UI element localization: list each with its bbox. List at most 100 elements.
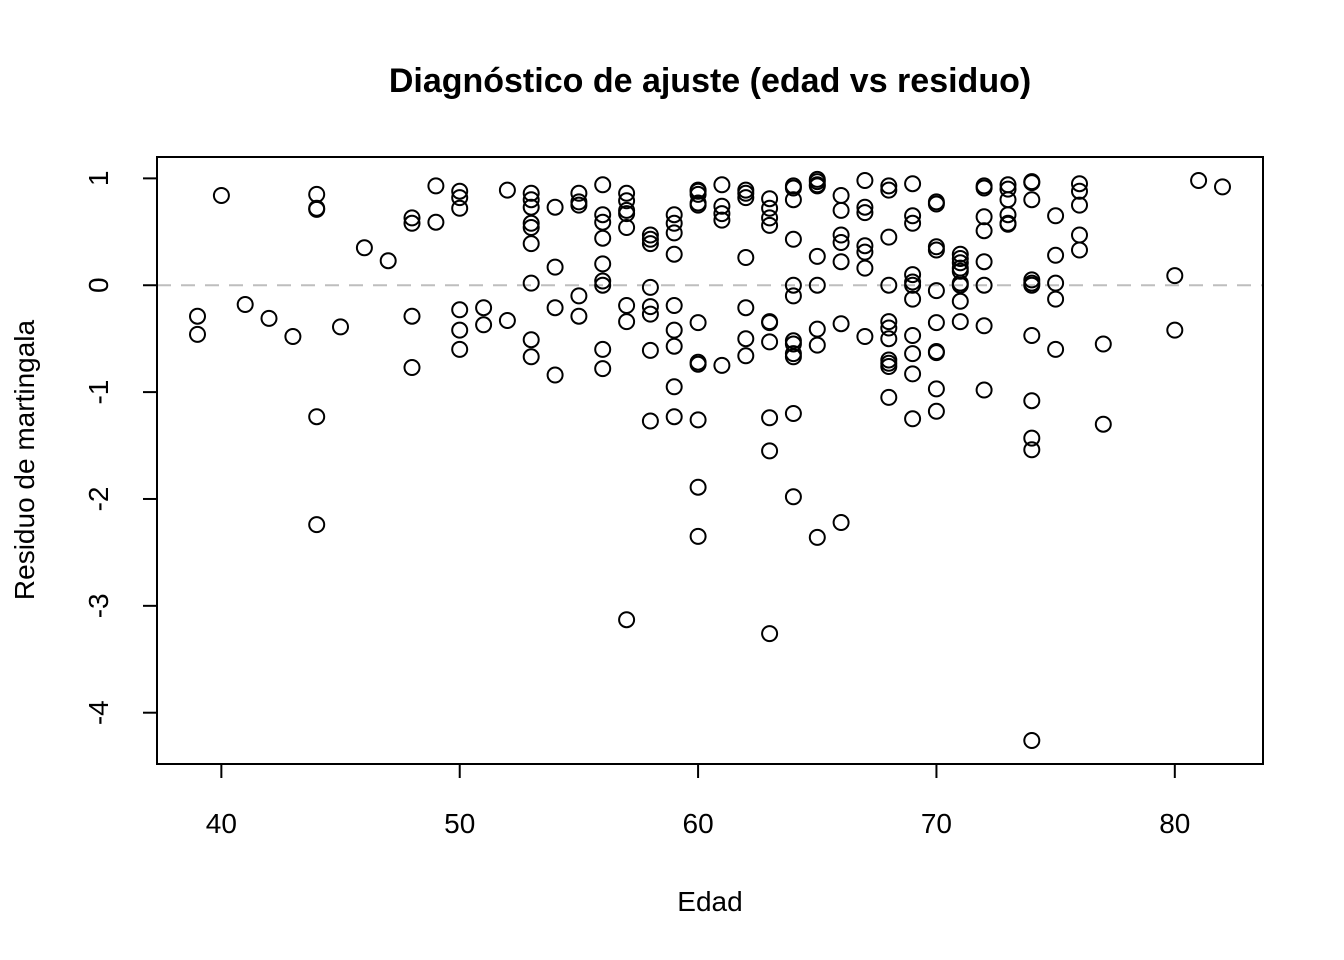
data-point (1023, 429, 1041, 447)
data-point (570, 196, 588, 214)
data-point (308, 200, 326, 218)
data-point (665, 378, 683, 396)
data-point (665, 245, 683, 263)
data-point (784, 179, 802, 197)
data-point (951, 254, 969, 272)
data-point (1023, 174, 1041, 192)
data-point (904, 290, 922, 308)
data-point (665, 206, 683, 224)
data-point (308, 516, 326, 534)
data-point (522, 348, 540, 366)
data-point (856, 328, 874, 345)
data-point (355, 239, 373, 257)
data-point (713, 211, 731, 229)
data-point (189, 307, 206, 325)
data-point (832, 234, 850, 251)
data-point (570, 307, 588, 325)
data-point (999, 215, 1017, 233)
data-point (1023, 327, 1041, 344)
data-point (904, 410, 922, 428)
data-point (880, 358, 898, 375)
data-point (522, 235, 540, 253)
data-point (880, 313, 898, 331)
data-point (641, 278, 659, 296)
data-point (880, 177, 898, 195)
data-point (904, 345, 922, 363)
data-point (904, 175, 922, 193)
data-point (1023, 441, 1041, 459)
data-point (784, 230, 802, 248)
data-point (689, 196, 707, 214)
data-point (927, 241, 945, 259)
data-point (832, 514, 850, 531)
data-point (403, 209, 421, 227)
x-tick-label: 60 (683, 808, 714, 839)
x-tick-label: 80 (1159, 808, 1190, 839)
data-point (618, 192, 636, 210)
data-point (737, 330, 755, 348)
data-point (403, 214, 421, 232)
data-point (451, 182, 469, 200)
data-point (1023, 732, 1041, 749)
data-point (522, 274, 540, 292)
data-point (1023, 191, 1041, 209)
data-point (570, 184, 588, 202)
data-point (832, 201, 850, 219)
data-point (761, 314, 779, 332)
data-point (475, 316, 493, 334)
data-point (498, 312, 516, 329)
data-point (641, 235, 659, 253)
data-point (522, 331, 540, 349)
data-point (308, 185, 326, 203)
data-point (618, 219, 636, 236)
data-point (880, 276, 898, 294)
data-point (451, 189, 469, 207)
data-point (808, 177, 826, 195)
data-point (808, 320, 826, 338)
data-point (403, 307, 421, 325)
data-point (808, 528, 826, 546)
data-point (594, 229, 612, 247)
data-point (379, 252, 397, 270)
data-point (427, 213, 445, 231)
data-point (451, 301, 469, 319)
chart-title: Diagnóstico de ajuste (edad vs residuo) (389, 62, 1031, 100)
data-point (594, 206, 612, 224)
data-point (641, 305, 659, 323)
data-point (856, 198, 874, 216)
data-point (737, 299, 755, 317)
data-point (236, 296, 254, 313)
data-point (784, 191, 802, 209)
data-point (1047, 290, 1065, 308)
data-point (498, 181, 516, 199)
data-point (1047, 246, 1065, 264)
data-point (832, 226, 850, 244)
y-axis-label: Residuo de martingala (9, 319, 40, 600)
data-point (522, 184, 540, 202)
data-point (880, 228, 898, 246)
data-point (975, 381, 993, 399)
data-point (641, 412, 659, 430)
data-point (856, 259, 874, 277)
data-point (832, 187, 850, 204)
data-point (1047, 274, 1065, 292)
y-tick-label: -2 (83, 487, 114, 512)
data-point (522, 219, 540, 236)
y-tick-label: 0 (83, 277, 114, 293)
data-point (1071, 241, 1088, 259)
data-point (904, 327, 922, 344)
data-point (689, 355, 707, 373)
data-point (570, 287, 588, 305)
data-point (975, 253, 993, 271)
data-point (1190, 172, 1208, 189)
data-point (737, 347, 755, 365)
data-point (1071, 196, 1088, 214)
x-tick-label: 70 (921, 808, 952, 839)
data-point (189, 325, 206, 343)
data-point (403, 359, 421, 376)
data-point (665, 408, 683, 426)
data-point (546, 258, 564, 276)
data-point (618, 297, 636, 314)
data-point (332, 318, 349, 336)
